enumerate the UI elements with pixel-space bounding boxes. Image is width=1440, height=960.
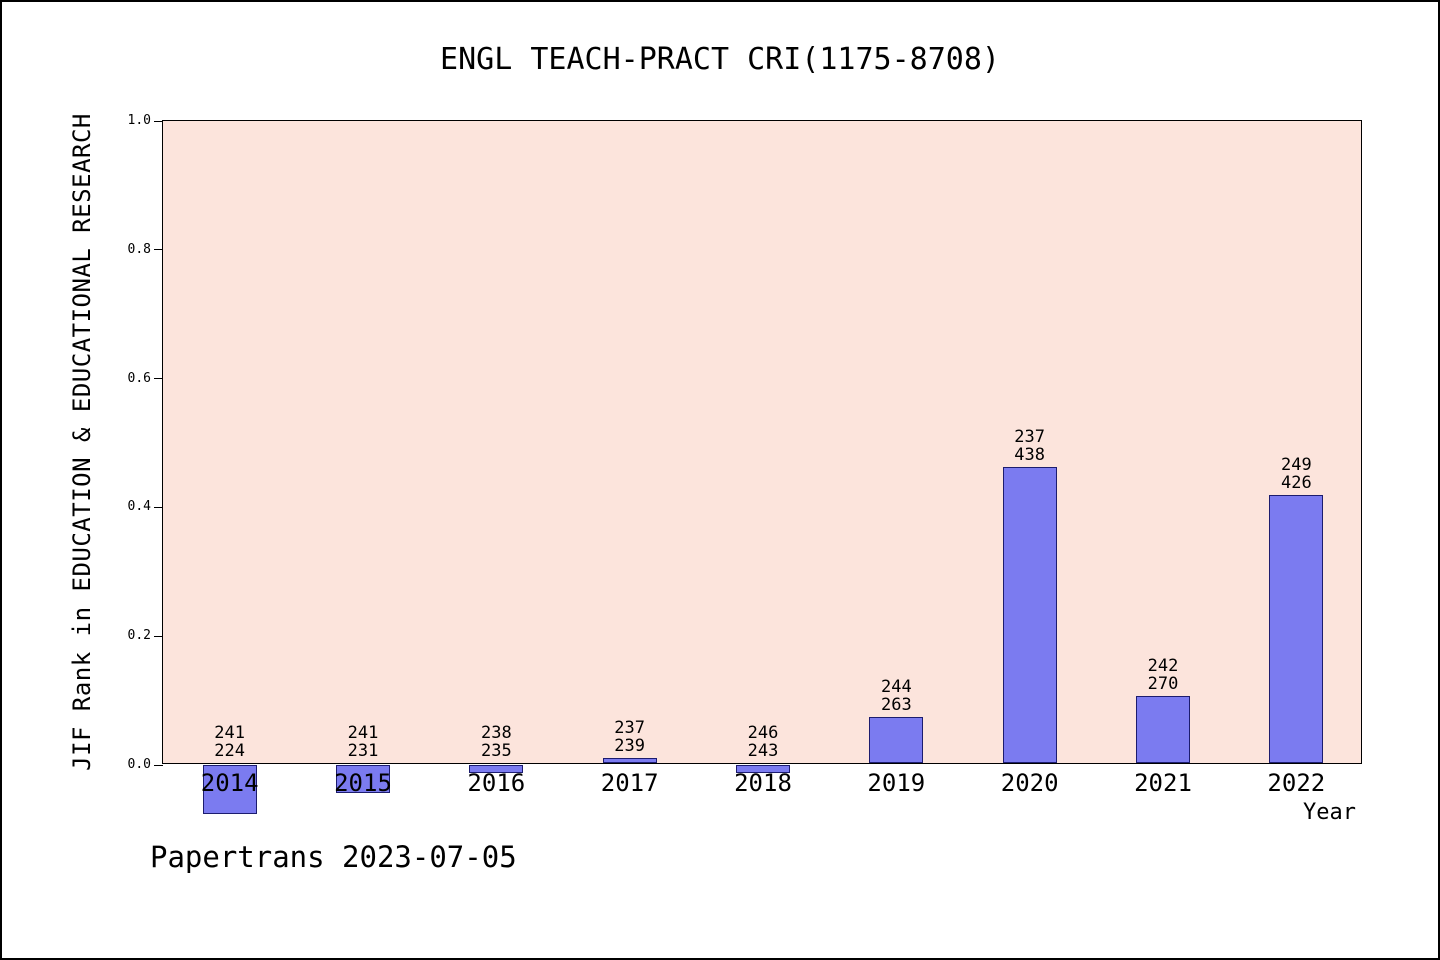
- y-axis-label: JIF Rank in EDUCATION & EDUCATIONAL RESE…: [68, 113, 96, 771]
- bar: [469, 765, 524, 774]
- y-tick-label: 0.6: [127, 370, 151, 386]
- bar-total-value: 438: [1014, 445, 1046, 466]
- y-tick-label: 0.4: [127, 499, 151, 515]
- y-tick: [154, 249, 163, 251]
- bar-rank-value: 242: [1147, 656, 1179, 677]
- x-tick-label: 2016: [467, 769, 526, 797]
- x-tick-label: 2017: [600, 769, 659, 797]
- bar-value-label: 244 263: [851, 678, 941, 714]
- y-tick: [154, 120, 163, 122]
- bar-rank-value: 246: [747, 723, 779, 743]
- bar: [202, 765, 257, 814]
- bar: [602, 757, 657, 763]
- bar-value-label: 249 426: [1251, 456, 1341, 492]
- footer-text: Papertrans 2023-07-05: [150, 840, 517, 874]
- bar-rank-value: 249: [1280, 455, 1312, 476]
- bar: [869, 716, 924, 763]
- bar-rank-value: 241: [214, 723, 246, 743]
- y-tick: [154, 635, 163, 637]
- bar-total-value: 263: [880, 694, 912, 715]
- bar-value-label: 241 231: [318, 724, 408, 760]
- y-tick: [154, 378, 163, 380]
- x-tick-label: 2018: [734, 769, 792, 797]
- bar-total-value: 224: [214, 741, 246, 761]
- bar-total-value: 235: [480, 741, 512, 761]
- bar-value-label: 241 224: [185, 724, 275, 760]
- bar-value-label: 237 239: [585, 719, 675, 755]
- y-tick: [154, 764, 163, 766]
- bar-total-value: 231: [347, 741, 379, 761]
- bar: [336, 765, 390, 793]
- x-axis-label: Year: [1303, 800, 1356, 825]
- bar: [736, 765, 790, 773]
- x-tick-label: 2021: [1134, 769, 1192, 797]
- bar: [1269, 495, 1324, 763]
- bar-total-value: 243: [747, 741, 779, 761]
- bar-rank-value: 237: [1014, 427, 1046, 448]
- bar-total-value: 270: [1147, 674, 1179, 695]
- y-tick-label: 1.0: [127, 113, 151, 128]
- y-tick-label: 0.2: [127, 628, 151, 644]
- bar-value-label: 238 235: [451, 724, 541, 760]
- bar-rank-value: 238: [480, 723, 512, 743]
- bar-rank-value: 241: [347, 723, 379, 743]
- bar: [1136, 696, 1190, 763]
- x-tick-label: 2022: [1267, 769, 1326, 797]
- bar-rank-value: 244: [880, 676, 912, 697]
- bar-total-value: 426: [1280, 473, 1312, 494]
- bar-value-label: 242 270: [1118, 657, 1208, 693]
- chart-title: ENGL TEACH-PRACT CRI(1175-8708): [440, 42, 1000, 77]
- x-tick-label: 2020: [1000, 769, 1059, 797]
- y-tick-label: 0.0: [127, 757, 151, 772]
- x-tick-label: 2015: [334, 769, 392, 797]
- bar-total-value: 239: [614, 735, 646, 756]
- bar-rank-value: 237: [614, 717, 646, 738]
- plot-area: 0.0 0.2 0.4 0.6 0.8 1.0 241 224 2014 241 231 2015 23…: [128, 114, 1362, 814]
- bar: [1002, 467, 1057, 763]
- bar-value-label: 246 243: [718, 724, 808, 760]
- y-tick: [154, 506, 163, 508]
- bar-value-label: 237 438: [985, 428, 1075, 464]
- x-tick-label: 2019: [867, 769, 926, 797]
- x-tick-label: 2014: [200, 769, 259, 797]
- y-tick-label: 0.8: [127, 241, 151, 257]
